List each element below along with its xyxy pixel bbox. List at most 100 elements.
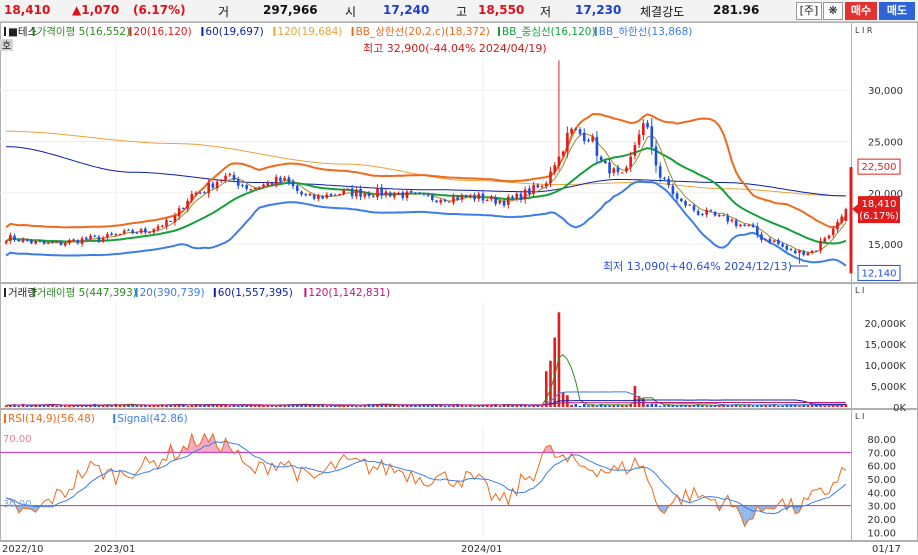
volume-bar [258,404,261,407]
candles [4,60,848,267]
volume-bar [190,405,194,407]
volume-bar [469,405,472,407]
volume-bar [511,405,514,407]
volume-bar [152,405,156,407]
gear-icon[interactable]: ❋ [823,2,843,20]
rsi-corner-tag[interactable]: L I [855,412,864,421]
candle-body [819,240,822,251]
volume-bar [287,404,291,407]
candle-body [793,250,797,254]
unit-button[interactable]: [주] [796,2,822,20]
volume-bar [224,404,227,407]
candle-body [355,189,358,197]
candle-body [34,240,37,244]
volume-bar [620,404,624,407]
candle-body [642,123,645,136]
price-indicators [5,113,847,267]
candle-body [110,233,113,235]
candle-body [566,132,569,152]
volume-bar [760,405,763,407]
candle-body [528,188,531,195]
buy-button[interactable]: 매수 [845,2,877,20]
volume-bar [447,405,451,407]
candle-body [359,189,362,197]
candle-body [570,128,573,134]
volume-bar [498,405,502,407]
volume-corner-tag[interactable]: L I [855,286,864,295]
volume-bar [295,404,299,407]
candle-body [418,192,421,194]
high-annotation: 최고 32,900(-44.04% 2024/04/19) [363,42,547,55]
candle-body [452,196,455,203]
sell-button[interactable]: 매도 [879,2,915,20]
volume-bar [544,371,548,407]
volume-bar [549,360,552,407]
sma60-line [6,146,846,197]
rsi-lines [0,432,851,528]
volume-bar [772,403,776,407]
volume-legend-item: 20(390,739) [140,287,205,299]
rsi-overbought-fill [200,433,205,453]
volume-bar [709,405,713,407]
volume-bar [536,404,540,407]
candle-body [388,192,392,197]
volume-bar [713,405,717,407]
candle-body [291,181,295,187]
volume-bar [435,405,438,407]
volume-bar [574,403,578,407]
candle-body [722,215,725,217]
high-label: 고 [456,5,468,19]
last-price-badge-text: (6.17%) [859,211,899,222]
volume-bar [570,404,573,407]
volume-bar [599,404,603,407]
volume-bar [608,405,611,407]
rsi-oversold-fill [31,505,36,513]
candle-body [806,252,810,256]
candle-body [705,209,708,215]
rsi-tick-label: 10.00 [867,528,896,539]
candle-body [447,201,451,203]
candle-body [435,200,438,203]
price-corner-tag[interactable]: L I R [855,26,873,35]
volume-bar [270,405,274,407]
volume-bar [823,405,827,407]
volume-legend-swatch [32,288,35,297]
volume-bar [380,403,383,407]
candle-body [148,232,151,234]
candle-body [232,174,236,180]
volume-bar [696,404,700,407]
stock-chart[interactable]: 15,000 20,000 25,000 30,000 0K 5,000K 10,000K 1… [0,22,918,555]
last-price-badge-text: 18,410 [862,199,897,210]
candle-body [173,215,177,223]
price-change: ▲1,070 [72,3,120,17]
x-axis-label: 2022/10 [2,544,44,555]
volume-legend-swatch [135,288,138,297]
rsi-oversold-fill [740,505,745,527]
rsi-overbought-fill [546,445,551,453]
volume-bar [646,404,649,407]
volume-bar [405,404,409,407]
volume-legend-swatch [213,288,216,297]
volume-bar [460,405,464,407]
volume-bar [194,403,198,407]
volume-bar [59,405,63,407]
volume-legend-item: 60(1,557,395) [218,287,293,299]
volume-bar [443,405,447,407]
candle-body [169,221,172,223]
candle-body [671,186,675,195]
rsi-overbought-fill [208,433,213,453]
candle-body [253,187,257,189]
candle-body [460,194,464,200]
volume-bar [582,404,586,407]
volume-bar [578,405,582,407]
candle-body [781,243,784,247]
candle-body [439,199,443,203]
candle-body [266,182,270,186]
candle-body [9,235,12,241]
volume-bar [802,404,805,407]
volume-bar [625,405,628,407]
rsi-level-70-label: 70.00 [3,434,32,445]
candle-body [553,165,557,173]
volume-bar [844,404,848,407]
candle-body [511,196,514,199]
